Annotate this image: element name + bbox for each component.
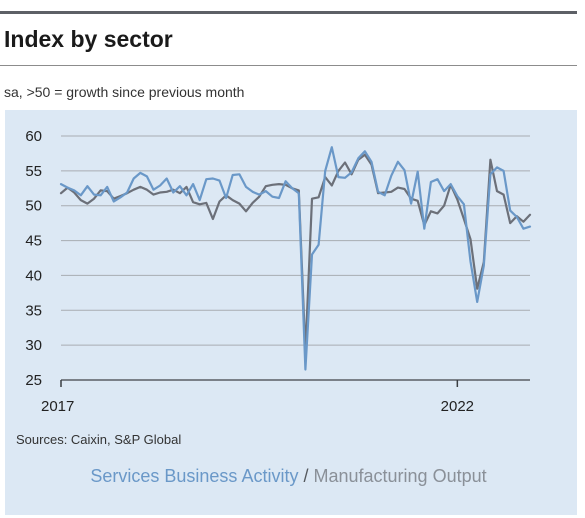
y-tick-labels: 25 30 35 40 45 50 55 60 bbox=[25, 128, 42, 389]
y-tick-label: 60 bbox=[25, 128, 42, 145]
series-lines bbox=[59, 146, 532, 371]
legend-item-manufacturing: Manufacturing Output bbox=[313, 466, 487, 486]
sources-note: Sources: Caixin, S&P Global bbox=[16, 432, 182, 447]
y-tick-label: 45 bbox=[25, 233, 42, 250]
y-tick-label: 35 bbox=[25, 302, 42, 319]
grid-lines bbox=[61, 135, 530, 346]
x-tick-label: 2017 bbox=[41, 398, 74, 415]
legend-separator: / bbox=[303, 466, 309, 486]
y-tick-label: 55 bbox=[25, 163, 42, 180]
chart-title: Index by sector bbox=[4, 26, 173, 52]
x-axis: 2017 2022 bbox=[41, 379, 530, 415]
y-tick-label: 50 bbox=[25, 198, 42, 215]
y-tick-label: 30 bbox=[25, 337, 42, 354]
y-tick-label: 40 bbox=[25, 267, 42, 284]
top-rule bbox=[0, 11, 577, 14]
legend-item-services: Services Business Activity bbox=[90, 466, 299, 486]
legend: Services Business Activity / Manufacturi… bbox=[0, 466, 577, 487]
title-divider bbox=[0, 65, 577, 66]
chart-panel bbox=[5, 110, 577, 515]
series-line-services bbox=[59, 146, 532, 371]
chart-subtitle: sa, >50 = growth since previous month bbox=[4, 84, 245, 100]
x-tick-label: 2022 bbox=[441, 398, 474, 415]
y-tick-label: 25 bbox=[25, 372, 42, 389]
